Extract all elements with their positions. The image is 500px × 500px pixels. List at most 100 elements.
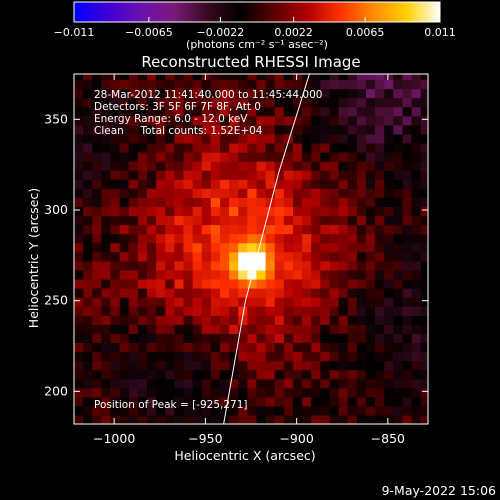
heatmap-cell <box>219 324 230 334</box>
heatmap-cell <box>338 405 349 416</box>
heatmap-cell <box>219 197 230 207</box>
heatmap-cell <box>329 251 340 262</box>
heatmap-cell <box>238 269 248 280</box>
heatmap-cell <box>356 251 367 262</box>
heatmap-cell <box>347 351 358 362</box>
heatmap-cell <box>92 74 102 81</box>
heatmap-cell <box>229 414 239 424</box>
heatmap-cell <box>128 188 139 198</box>
heatmap-cell <box>74 269 84 280</box>
heatmap-cell <box>156 106 166 117</box>
heatmap-cell <box>146 133 157 144</box>
heatmap-cell <box>356 242 367 253</box>
heatmap-cell <box>165 342 175 353</box>
heatmap-cell <box>192 251 203 262</box>
heatmap-cell <box>302 387 312 398</box>
heatmap-cell <box>292 278 303 289</box>
heatmap-cell <box>320 360 331 371</box>
heatmap-cell <box>302 115 312 126</box>
heatmap-cell <box>174 333 185 343</box>
heatmap-cell <box>411 414 422 424</box>
heatmap-cell <box>110 315 121 325</box>
heatmap-cell <box>137 269 148 280</box>
heatmap-cell <box>247 378 258 389</box>
heatmap-cell <box>347 278 358 289</box>
heatmap-cell <box>192 360 203 371</box>
heatmap-cell <box>229 197 239 207</box>
heatmap-cell <box>402 124 413 135</box>
heatmap-cell <box>174 306 185 316</box>
heatmap-cell <box>302 269 312 280</box>
heatmap-cell <box>229 79 239 90</box>
heatmap-cell <box>402 269 413 280</box>
heatmap-cell <box>192 115 203 126</box>
heatmap-cell <box>393 287 404 298</box>
heatmap-cell <box>101 215 112 226</box>
heatmap-cell <box>183 179 194 189</box>
heatmap-cell <box>110 260 121 271</box>
heatmap-cell <box>311 197 321 207</box>
heatmap-cell <box>238 387 248 398</box>
heatmap-cell <box>74 369 84 380</box>
heatmap-cell <box>165 79 175 90</box>
heatmap-cell <box>265 74 276 81</box>
heatmap-cell <box>375 233 385 244</box>
heatmap-cell <box>356 170 367 180</box>
heatmap-cell <box>119 197 130 207</box>
heatmap-cell <box>283 97 294 108</box>
heatmap-cell <box>420 342 428 353</box>
heatmap-cell <box>83 369 93 380</box>
heatmap-cell <box>302 333 312 343</box>
heatmap-cell <box>110 161 121 171</box>
heatmap-cell <box>265 396 276 407</box>
heatmap-cell <box>338 115 349 126</box>
heatmap-cell <box>420 251 428 262</box>
heatmap-cell <box>384 324 394 334</box>
heatmap-cell <box>201 251 212 262</box>
heatmap-cell <box>338 161 349 171</box>
heatmap-cell <box>265 124 276 135</box>
heatmap-cell <box>256 333 267 343</box>
heatmap-cell <box>146 161 157 171</box>
heatmap-cell <box>229 133 239 144</box>
heatmap-cell <box>283 206 294 217</box>
heatmap-cell <box>274 405 285 416</box>
heatmap-cell <box>402 306 413 316</box>
heatmap-cell <box>110 97 121 108</box>
heatmap-cell <box>402 142 413 153</box>
heatmap-cell <box>338 414 349 424</box>
heatmap-cell <box>384 197 394 207</box>
heatmap-cell <box>101 342 112 353</box>
heatmap-cell <box>165 206 175 217</box>
heatmap-cell <box>365 278 376 289</box>
heatmap-cell <box>393 333 404 343</box>
heatmap-cell <box>238 188 248 198</box>
heatmap-cell <box>292 396 303 407</box>
heatmap-cell <box>219 287 230 298</box>
heatmap-cell <box>256 315 267 325</box>
heatmap-cell <box>320 387 331 398</box>
heatmap-cell <box>201 306 212 316</box>
heatmap-cell <box>320 333 331 343</box>
heatmap-cell <box>302 215 312 226</box>
heatmap-cell <box>283 251 294 262</box>
heatmap-cell <box>146 405 157 416</box>
heatmap-cell <box>265 387 276 398</box>
heatmap-cell <box>420 124 428 135</box>
heatmap-cell <box>192 151 203 162</box>
heatmap-cell <box>311 88 321 99</box>
heatmap-cell <box>201 142 212 153</box>
heatmap-cell <box>229 306 239 316</box>
heatmap-cell <box>347 179 358 189</box>
heatmap-cell <box>219 315 230 325</box>
heatmap-cell <box>229 269 239 280</box>
heatmap-cell <box>329 133 340 144</box>
colorbar-tick-label: −0.0022 <box>197 26 245 39</box>
heatmap-cell <box>74 224 84 235</box>
heatmap-cell <box>411 206 422 217</box>
heatmap-cell <box>329 306 340 316</box>
heatmap-cell <box>402 215 413 226</box>
heatmap-cell <box>101 142 112 153</box>
heatmap-cell <box>119 387 130 398</box>
heatmap-cell <box>393 188 404 198</box>
